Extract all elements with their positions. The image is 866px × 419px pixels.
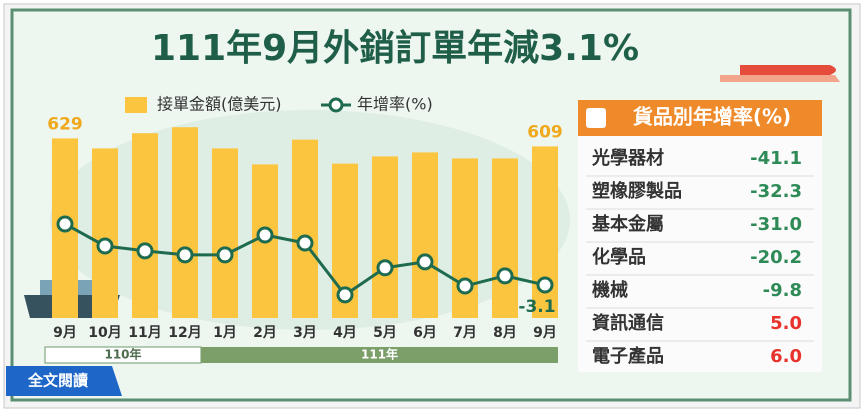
- line-marker: [456, 277, 474, 295]
- bar: [212, 148, 238, 318]
- table-row-name: 化學品: [592, 246, 646, 268]
- x-tick-label: 10月: [88, 325, 121, 341]
- bar: [92, 148, 118, 318]
- table-row-name: 資訊通信: [592, 312, 664, 334]
- legend-label: 接單金額(億美元): [157, 95, 282, 114]
- bar-value-label: 609: [527, 122, 563, 142]
- x-tick-label: 3月: [293, 325, 317, 341]
- read-button-bg[interactable]: [6, 366, 122, 396]
- table-row-value: 6.0: [770, 346, 802, 367]
- legend-marker: [328, 97, 344, 113]
- bar: [412, 152, 438, 318]
- chart-title: 111年9月外銷訂單年減3.1%: [151, 27, 639, 69]
- line-marker: [336, 286, 354, 304]
- line-marker: [496, 267, 514, 285]
- line-marker: [256, 226, 274, 244]
- x-tick-label: 9月: [533, 325, 557, 341]
- line-marker: [136, 242, 154, 260]
- x-tick-label: 2月: [253, 325, 277, 341]
- table-header: [578, 100, 822, 136]
- x-tick-label: 5月: [373, 325, 397, 341]
- line-value-label: -3.1: [518, 297, 555, 317]
- table-row-value: -32.3: [750, 181, 802, 202]
- table-row-name: 電子產品: [592, 345, 664, 367]
- table-row-name: 塑橡膠製品: [592, 180, 682, 202]
- table-row-name: 基本金屬: [591, 213, 664, 235]
- year-band: [201, 347, 558, 363]
- bar: [292, 139, 318, 318]
- table-row-value: -9.8: [763, 280, 802, 301]
- line-marker: [56, 215, 74, 233]
- table-row-value: -41.1: [750, 148, 802, 169]
- legend-label: 年增率(%): [357, 95, 433, 114]
- x-tick-label: 8月: [493, 325, 517, 341]
- x-tick-label: 9月: [53, 325, 77, 341]
- line-marker: [216, 246, 234, 264]
- table-row-value: -31.0: [750, 214, 802, 235]
- legend-swatch: [125, 97, 147, 113]
- read-button[interactable]: 全文閱讀: [27, 372, 88, 390]
- plane-icon: [720, 65, 840, 82]
- table-row-value: -20.2: [750, 247, 802, 268]
- line-marker: [96, 237, 114, 255]
- year-label: 111年: [361, 347, 398, 362]
- x-tick-label: 6月: [413, 325, 437, 341]
- bar: [172, 127, 198, 318]
- x-tick-label: 11月: [128, 325, 161, 341]
- bar: [132, 133, 158, 318]
- year-label: 110年: [104, 347, 141, 362]
- bar: [492, 158, 518, 318]
- table-title: 貨品別年增率(%): [633, 105, 791, 129]
- x-tick-label: 1月: [213, 325, 237, 341]
- table-icon: [586, 108, 606, 128]
- table-row-name: 機械: [592, 279, 628, 301]
- line-marker: [536, 276, 554, 294]
- x-tick-label: 7月: [453, 325, 477, 341]
- line-marker: [176, 246, 194, 264]
- table-row-value: 5.0: [770, 313, 802, 334]
- line-marker: [376, 259, 394, 277]
- x-tick-label: 12月: [168, 325, 201, 341]
- line-marker: [416, 253, 434, 271]
- bar: [372, 156, 398, 318]
- bar-value-label: 629: [47, 114, 83, 134]
- line-marker: [296, 234, 314, 252]
- x-tick-label: 4月: [333, 325, 357, 341]
- table-row-name: 光學器材: [591, 147, 664, 169]
- table-body: [578, 136, 822, 372]
